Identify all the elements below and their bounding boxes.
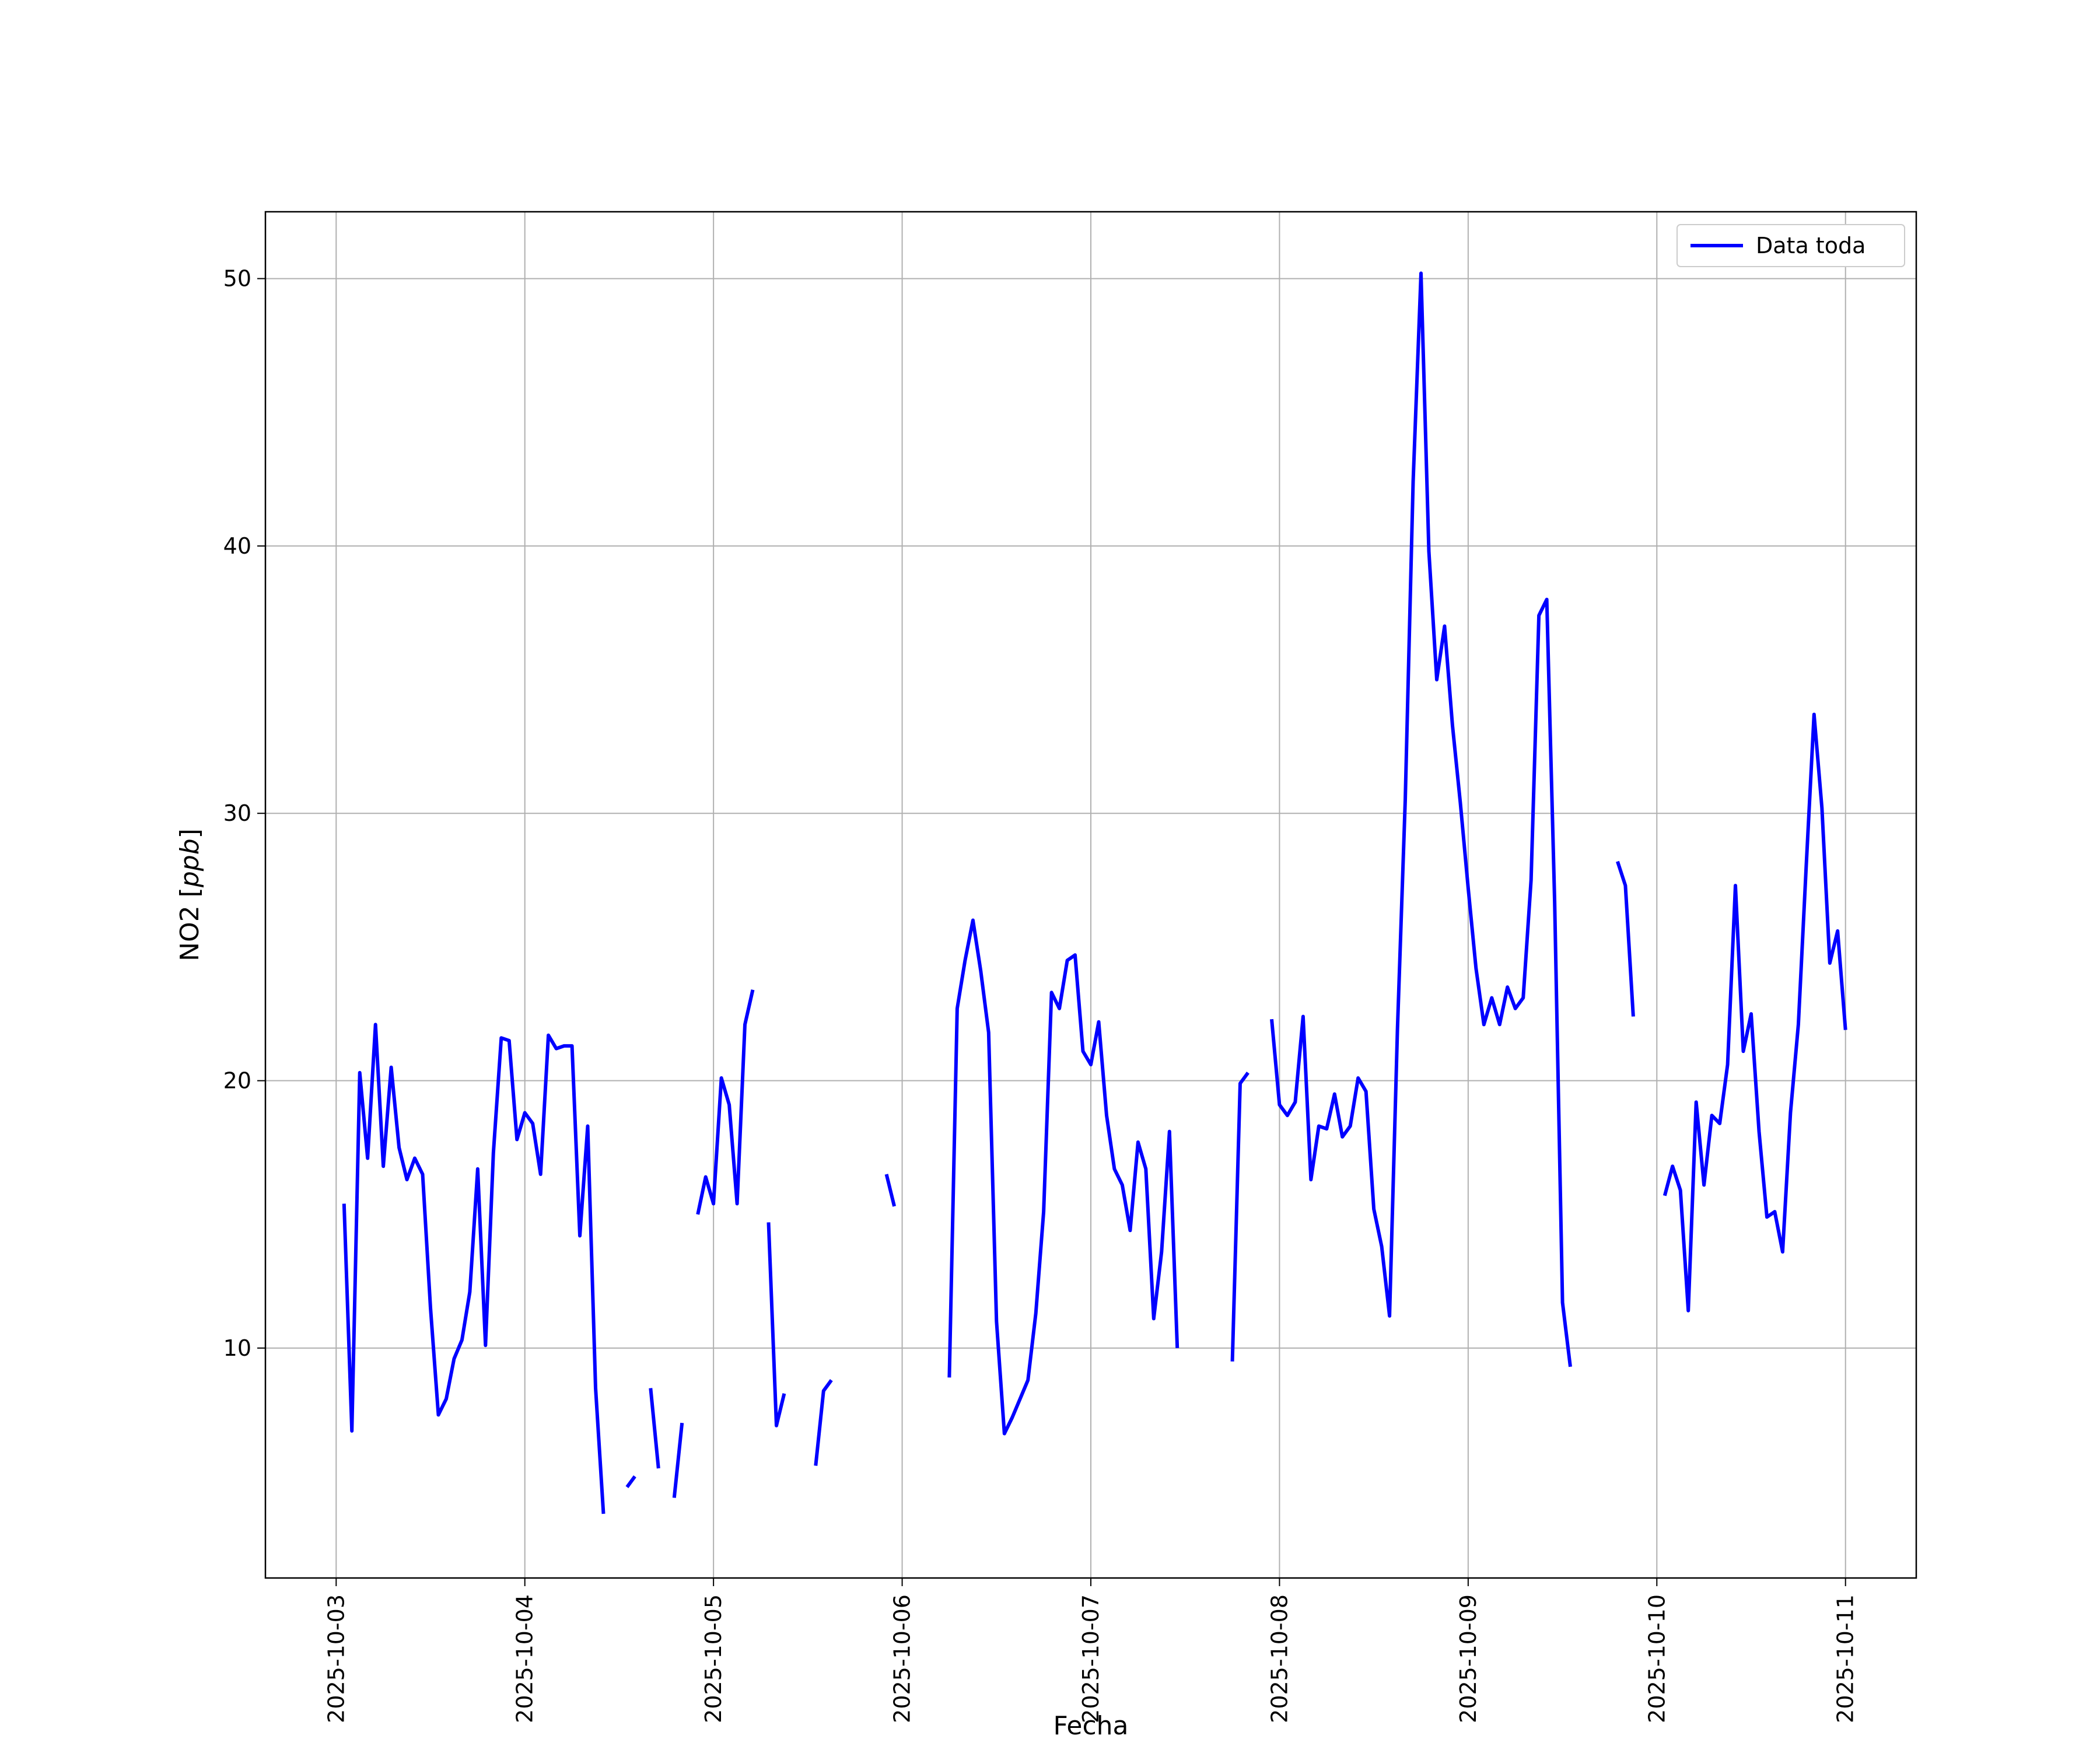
axis-ticks: 2025-10-03 2025-10-04 2025-10-05 2025-10-06… (223, 266, 1859, 1723)
gridlines (265, 212, 1916, 1578)
x-tick-label-2025-10-03: 2025-10-03 (323, 1594, 349, 1723)
legend: Data toda (1676, 224, 1905, 267)
y-axis-label-main: NO2 [ (175, 887, 205, 961)
y-axis-label-close: ] (175, 828, 205, 838)
series-line-segment-8 (884, 1174, 897, 1207)
x-tick-label-2025-10-07: 2025-10-07 (1078, 1594, 1104, 1723)
x-tick-label-2025-10-09: 2025-10-09 (1455, 1594, 1481, 1723)
series-line-segment-2 (625, 1475, 636, 1488)
x-tick-label-2025-10-04: 2025-10-04 (512, 1594, 538, 1723)
series-line-segment-11 (1270, 271, 1572, 1367)
x-tick-label-2025-10-11: 2025-10-11 (1833, 1594, 1859, 1723)
series-line-segment-13 (1662, 712, 1847, 1313)
x-tick-label-2025-10-10: 2025-10-10 (1644, 1594, 1670, 1723)
x-tick-label-2025-10-05: 2025-10-05 (701, 1594, 726, 1723)
x-axis-label: Fecha (1053, 1711, 1128, 1741)
series-line-segment-1 (342, 1023, 606, 1514)
series-line-segment-7 (814, 1379, 833, 1466)
legend-label-data-toda: Data toda (1756, 233, 1866, 258)
y-tick-label-30: 30 (223, 800, 251, 826)
series-line-segment-12 (1616, 860, 1635, 1017)
y-axis-label: NO2 [ppb] (175, 828, 205, 961)
y-tick-label-40: 40 (223, 533, 251, 559)
series-line-segment-6 (766, 1222, 786, 1427)
series-lines (342, 271, 1847, 1514)
series-line-segment-3 (649, 1388, 660, 1469)
series-line-segment-5 (696, 989, 755, 1215)
x-tick-label-2025-10-06: 2025-10-06 (890, 1594, 915, 1723)
y-tick-label-20: 20 (223, 1068, 251, 1094)
x-tick-label-2025-10-08: 2025-10-08 (1266, 1594, 1292, 1723)
legend-box (1676, 224, 1905, 267)
series-line-segment-9 (947, 918, 1180, 1436)
y-tick-label-50: 50 (223, 266, 251, 292)
series-line-segment-4 (672, 1422, 684, 1498)
y-tick-label-10: 10 (223, 1335, 251, 1361)
y-axis-label-unit: ppb (175, 838, 205, 888)
series-line-segment-10 (1230, 1072, 1250, 1362)
